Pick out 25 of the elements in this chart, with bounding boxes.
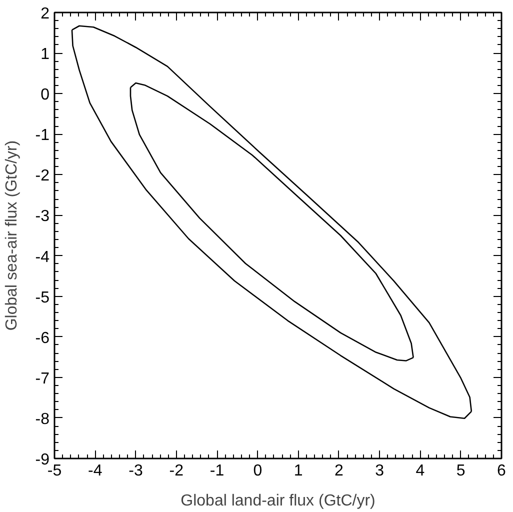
y-tick-label: -2	[35, 168, 50, 185]
y-tick-label: -7	[35, 370, 50, 388]
x-tick-label: 4	[416, 462, 425, 480]
x-tick-label: -4	[88, 462, 102, 480]
y-tick-label: 0	[40, 86, 50, 104]
y-tick-label: -8	[35, 410, 50, 428]
y-tick-label: -3	[35, 208, 50, 226]
x-tick-label: -3	[128, 462, 143, 480]
y-tick-label: 2	[40, 6, 50, 22]
x-tick-label: -2	[169, 462, 184, 480]
x-tick-label: 2	[334, 462, 344, 480]
y-tick-label: 1	[40, 46, 50, 64]
y-tick-label: -9	[35, 452, 50, 468]
x-tick-label: 3	[375, 462, 384, 480]
x-tick-label: -1	[210, 462, 224, 480]
y-tick-label: -5	[35, 289, 50, 306]
x-tick-label: 5	[456, 462, 466, 480]
y-tick-label: -1	[35, 127, 50, 144]
y-tick-label: -6	[35, 330, 50, 347]
x-axis-title: Global land-air flux (GtC/yr)	[180, 492, 376, 510]
y-axis-title: Global sea-air flux (GtC/yr)	[3, 140, 20, 331]
y-tick-label: -4	[35, 248, 50, 266]
x-tick-label: 6	[497, 462, 506, 480]
x-tick-label: 1	[294, 462, 303, 480]
x-tick-label: 0	[253, 462, 262, 480]
